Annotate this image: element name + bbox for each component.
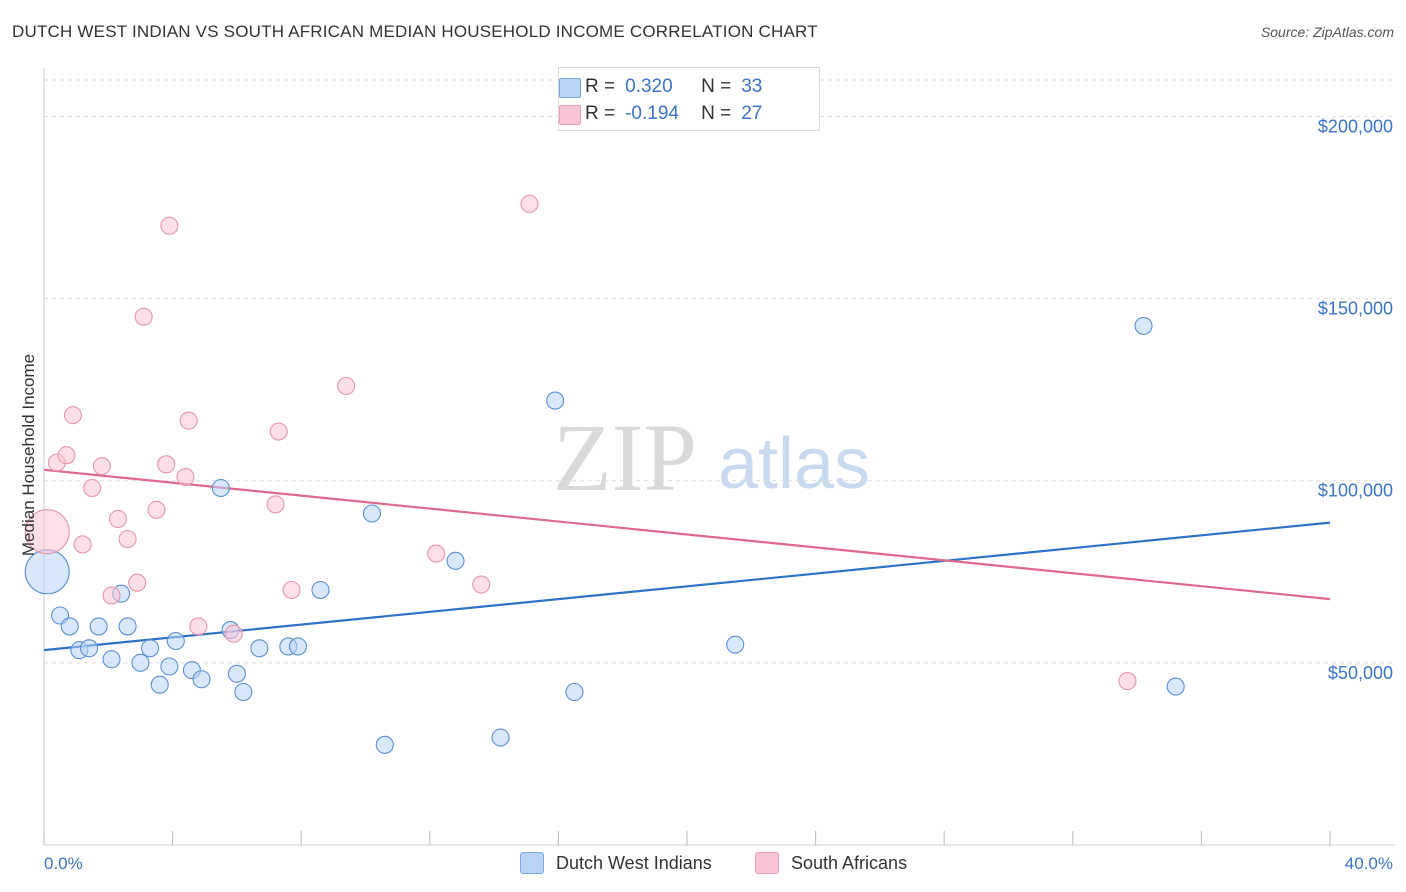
data-point: [179, 411, 198, 430]
data-point: [108, 509, 127, 529]
x-tick-label: 40.0%: [1345, 854, 1393, 873]
data-point: [128, 573, 147, 592]
legend-row-dutch-west-indians: R = 0.320 N = 33: [559, 74, 763, 100]
watermark-zip: ZIP: [553, 404, 697, 511]
data-point: [472, 575, 491, 594]
data-point: [726, 635, 745, 654]
legend-r-value: -0.194: [625, 103, 679, 124]
data-point: [147, 500, 166, 519]
legend-n-value: 27: [741, 103, 763, 124]
data-point: [118, 617, 137, 636]
data-point: [160, 657, 179, 676]
data-point: [311, 580, 330, 600]
data-point: [227, 664, 246, 683]
data-point: [92, 457, 111, 476]
data-point: [60, 617, 79, 636]
grid: [44, 79, 1395, 664]
y-axis-label: Median Household Income: [19, 354, 38, 556]
series-swatch-pink: [755, 852, 779, 874]
data-point: [546, 391, 565, 410]
legend-n-value: 33: [741, 76, 763, 97]
data-point: [375, 735, 394, 754]
data-point: [282, 580, 301, 600]
data-point: [266, 495, 285, 514]
series-legend-south-africans: South Africans: [755, 852, 907, 874]
data-point: [176, 468, 195, 487]
data-point: [160, 216, 179, 235]
data-point: [57, 446, 76, 465]
data-point: [166, 631, 185, 651]
legend-n-label: N =: [701, 103, 732, 124]
data-point: [224, 624, 243, 643]
data-point: [83, 478, 102, 498]
data-point: [102, 586, 121, 605]
series-legend-dutch-west-indians: Dutch West Indians: [520, 852, 712, 874]
data-point: [362, 504, 381, 523]
trend-line: [43, 521, 1331, 652]
data-point: [565, 682, 584, 702]
legend-r-label: R =: [585, 103, 616, 124]
data-point: [250, 639, 269, 658]
legend-r-label: R =: [585, 76, 616, 97]
data-point: [118, 529, 137, 549]
data-point: [211, 478, 230, 498]
data-point: [491, 728, 510, 747]
legend-n-label: N =: [701, 76, 732, 97]
data-point: [1166, 677, 1185, 696]
trend-line: [43, 468, 1331, 601]
legend-row-south-africans: R = -0.194 N = 27: [559, 101, 763, 127]
data-point: [192, 670, 211, 689]
data-point: [141, 639, 160, 658]
data-point: [234, 682, 253, 702]
data-point: [1118, 672, 1137, 691]
data-point: [157, 455, 176, 474]
data-point: [79, 639, 99, 658]
series-name: Dutch West Indians: [556, 852, 712, 873]
legend-r-value: 0.320: [625, 76, 673, 97]
series-swatch-blue: [520, 852, 544, 874]
chart-title: DUTCH WEST INDIAN VS SOUTH AFRICAN MEDIA…: [12, 22, 818, 41]
data-point: [24, 509, 70, 555]
trend-lines: [43, 468, 1331, 652]
data-point: [63, 406, 82, 425]
watermark: ZIP atlas: [553, 404, 870, 511]
data-point: [520, 194, 539, 213]
tick-labels: $50,000 $100,000 $150,000 $200,000 0.0% 40.0%: [44, 116, 1393, 873]
data-point: [337, 376, 356, 396]
data-point: [446, 551, 465, 570]
data-point: [427, 544, 446, 563]
y-tick-label: $50,000: [1328, 663, 1393, 683]
y-tick-label: $150,000: [1318, 299, 1393, 319]
legend-swatch-blue: [559, 78, 581, 98]
data-point: [189, 617, 208, 636]
data-point: [150, 675, 169, 694]
x-tick-label: 0.0%: [44, 854, 83, 873]
data-point: [73, 535, 92, 554]
data-point: [131, 653, 150, 672]
y-tick-label: $200,000: [1318, 116, 1393, 136]
source-note: Source: ZipAtlas.com: [1260, 24, 1394, 40]
axes: [43, 68, 1395, 846]
data-point: [102, 650, 121, 669]
data-point: [288, 637, 308, 656]
data-point: [134, 307, 153, 326]
y-tick-label: $100,000: [1318, 481, 1393, 501]
data-point: [1134, 316, 1153, 335]
data-points: [24, 194, 1185, 754]
stats-legend: R = 0.320 N = 33 R = -0.194 N = 27: [558, 67, 820, 131]
data-point: [89, 617, 108, 636]
watermark-atlas: atlas: [718, 424, 870, 504]
data-point: [269, 422, 288, 441]
series-name: South Africans: [791, 852, 908, 873]
legend-swatch-pink: [559, 105, 581, 125]
